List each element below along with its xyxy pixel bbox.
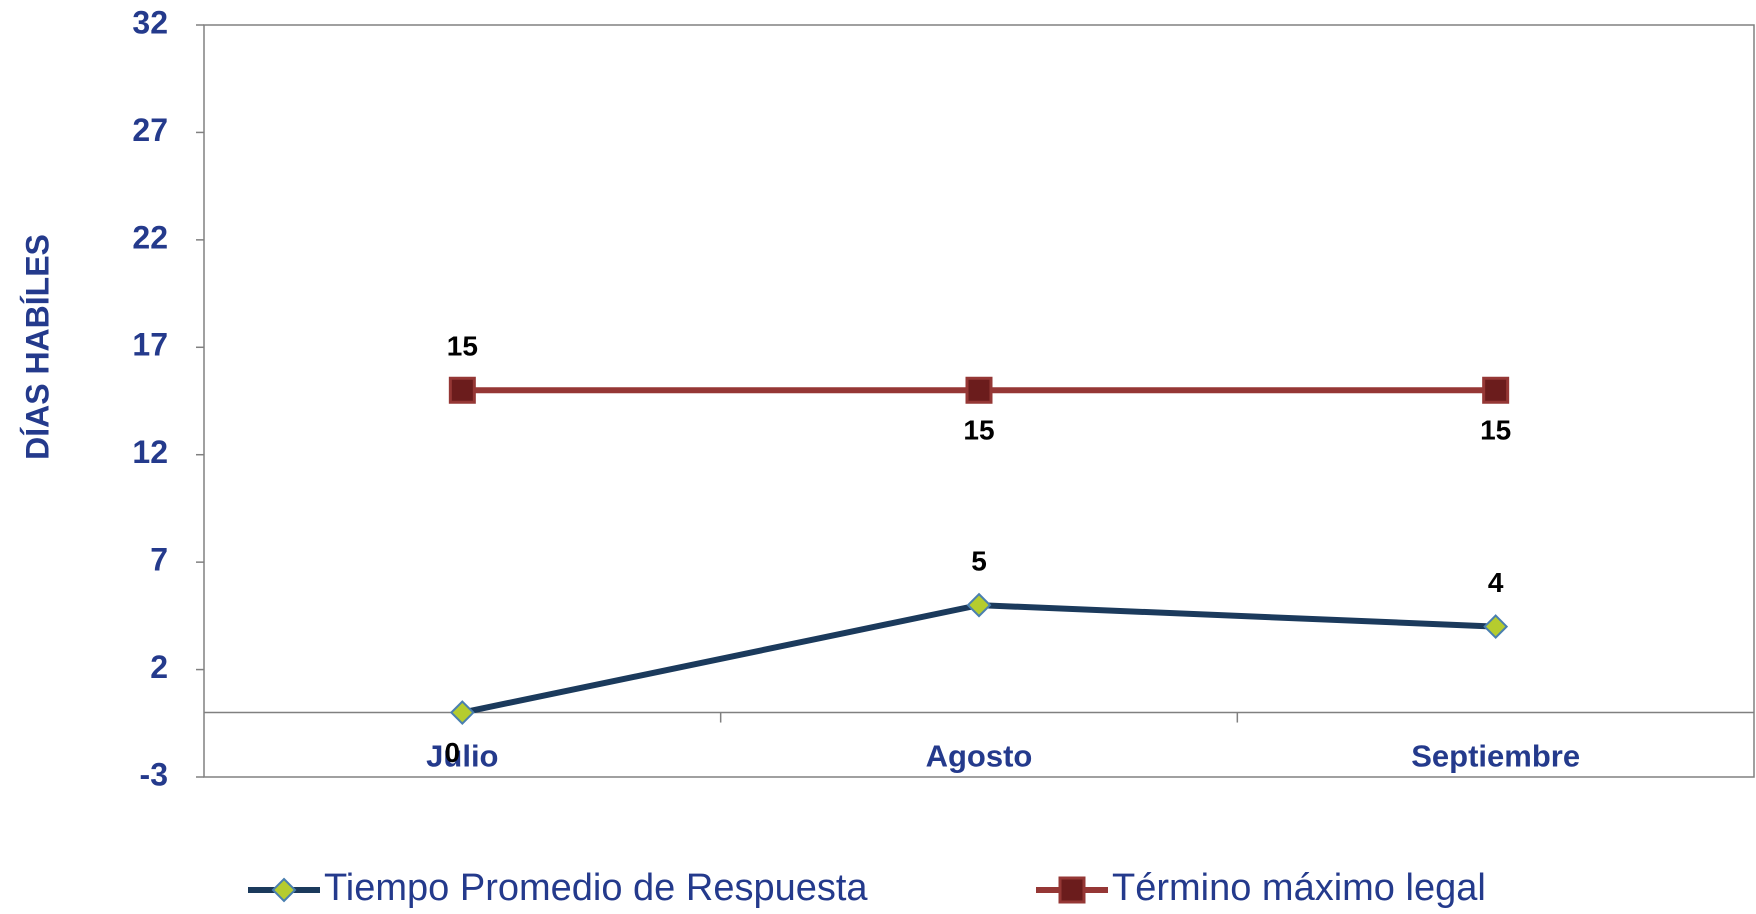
y-tick-label: 22 (132, 219, 168, 255)
series-line (461, 602, 1496, 716)
point-marker (449, 700, 475, 725)
y-tick-label: 32 (132, 4, 168, 40)
point-marker (966, 592, 992, 618)
y-axis-label: DÍAS HABÍLES (19, 234, 55, 460)
legend-label: Tiempo Promedio de Respuesta (324, 867, 868, 909)
y-tick-label: 27 (132, 112, 168, 148)
data-label: 5 (971, 546, 987, 577)
y-tick-label: 17 (132, 327, 168, 363)
point-marker (448, 376, 476, 404)
x-tick-label: Julio (426, 739, 498, 774)
x-tick-label: Septiembre (1411, 739, 1580, 774)
y-tick-label: 7 (150, 542, 168, 578)
data-label: 15 (447, 331, 478, 362)
legend-marker (1058, 876, 1086, 904)
y-tick-label: 2 (150, 649, 168, 685)
legend-marker (271, 877, 297, 903)
point-marker (1482, 376, 1510, 404)
legend-label: Término máximo legal (1112, 867, 1486, 909)
data-label: 15 (963, 415, 994, 446)
data-label: 0 (445, 737, 461, 768)
data-label: 15 (1480, 415, 1511, 446)
plot-frame (203, 24, 1755, 778)
y-tick-label: -3 (140, 756, 168, 792)
point-marker (1483, 614, 1509, 640)
data-label: 4 (1488, 567, 1504, 598)
x-tick-label: Agosto (926, 739, 1033, 774)
y-tick-label: 12 (132, 434, 168, 470)
point-marker (965, 376, 993, 404)
